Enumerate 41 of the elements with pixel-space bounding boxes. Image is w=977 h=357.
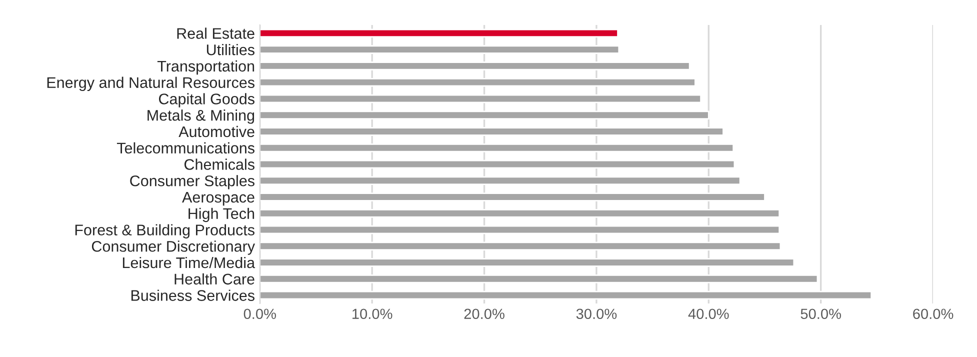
bar [260,208,780,218]
x-tick-label: 50.0% [800,308,841,320]
y-tick-label: Transportation [157,60,254,75]
x-tick-label: 30.0% [576,308,617,320]
y-tick-label: Telecommunications [116,142,254,154]
bar [260,160,736,169]
bar [260,94,702,104]
bar [260,225,780,234]
y-tick-label: Chemicals [184,158,254,170]
y-tick-label: Real Estate [177,28,254,39]
y-tick-label: Capital Goods [158,93,254,108]
bar [260,242,782,250]
bar [260,143,734,152]
y-tick-label: Utilities [206,44,254,56]
bar [260,45,620,54]
y-tick-label: Forest & Building Products [75,224,254,238]
x-tick-label: 60.0% [913,308,954,320]
bar [260,176,741,185]
y-tick-label: Energy and Natural Resources [47,76,254,92]
x-tick-label: 20.0% [464,308,504,320]
bar [260,110,710,120]
y-tick-label: Metals & Mining [148,110,254,124]
x-tick-label: 40.0% [688,308,729,320]
y-tick-label: Consumer Staples [130,175,254,190]
bar [260,28,618,38]
bar [260,258,795,267]
x-tick-label: 0.0% [244,308,276,320]
y-tick-label: Automotive [178,126,254,138]
bar [260,290,872,300]
bar [260,127,724,136]
y-tick-label: High Tech [188,208,254,222]
y-tick-label: Leisure Time/Media [122,256,256,268]
y-tick-label: Business Services [131,290,254,301]
y-tick-label: Health Care [174,273,254,285]
bar [260,192,766,202]
bar [260,62,690,70]
x-tick-label: 10.0% [352,308,392,320]
y-tick-label: Consumer Discretionary [92,240,255,255]
y-tick-label: Aerospace [182,192,254,206]
bar [260,78,696,87]
bar [260,274,818,284]
